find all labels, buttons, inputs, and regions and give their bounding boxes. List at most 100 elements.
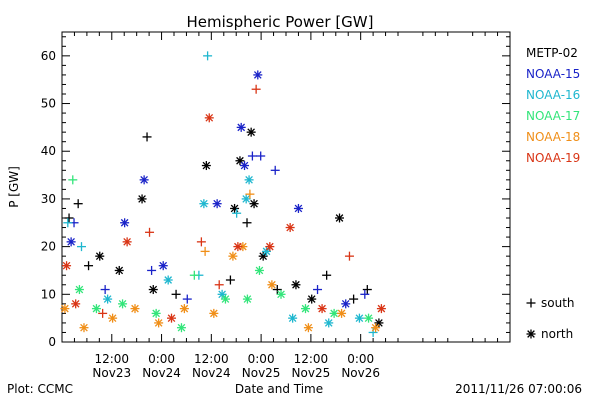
x-tick-time: 0:00 (148, 352, 175, 366)
north-point (199, 199, 209, 209)
y-tick-label: 10 (41, 287, 56, 301)
south-point (196, 237, 206, 247)
north-point (242, 294, 252, 304)
north-point (337, 308, 347, 318)
plot-credit: Plot: CCMC (7, 382, 73, 396)
south-point (64, 213, 74, 223)
south-point (256, 151, 266, 161)
marker-legend-label: north (541, 327, 573, 341)
x-axis-label: Date and Time (235, 382, 323, 396)
x-axis: 12:00Nov230:00Nov2412:00Nov240:00Nov2512… (73, 32, 499, 380)
plot-timestamp: 2011/11/26 07:00:06 (455, 382, 582, 396)
south-point (313, 285, 323, 295)
north-point (62, 261, 72, 271)
y-tick-label: 0 (48, 335, 56, 349)
south-point (242, 218, 252, 228)
north-point (163, 275, 173, 285)
y-tick-label: 50 (41, 97, 56, 111)
north-point (209, 308, 219, 318)
x-tick-time: 12:00 (94, 352, 129, 366)
north-point (204, 113, 214, 123)
north-point (230, 203, 240, 213)
north-point (329, 308, 339, 318)
legend-entry: NOAA-15 (526, 67, 580, 81)
north-point (335, 213, 345, 223)
north-point (95, 251, 105, 261)
north-point (291, 280, 301, 290)
north-point (235, 156, 245, 166)
plot-frame (61, 31, 511, 343)
north-point (74, 285, 84, 295)
north-point (317, 304, 327, 314)
north-point (139, 175, 149, 185)
north-point (267, 280, 277, 290)
north-point (254, 265, 264, 275)
south-point (214, 280, 224, 290)
south-point (349, 294, 359, 304)
north-point (253, 70, 263, 80)
x-tick-date: Nov25 (242, 366, 281, 380)
north-point (341, 299, 351, 309)
north-point (118, 299, 128, 309)
north-point (276, 289, 286, 299)
north-point (285, 223, 295, 233)
north-point (151, 308, 161, 318)
x-tick-time: 0:00 (347, 352, 374, 366)
south-point (322, 270, 332, 280)
north-point (71, 299, 81, 309)
north-point (236, 122, 246, 132)
north-point (201, 161, 211, 171)
south-point (360, 289, 370, 299)
north-point (249, 199, 259, 209)
x-tick-date: Nov24 (192, 366, 231, 380)
legend-entry: NOAA-16 (526, 88, 580, 102)
south-point (362, 285, 372, 295)
marker-legend-label: south (541, 296, 575, 310)
north-point (167, 313, 177, 323)
south-point (84, 261, 94, 271)
x-tick-date: Nov25 (292, 366, 331, 380)
north-point (91, 304, 101, 314)
legend-entry: NOAA-17 (526, 109, 580, 123)
north-point (130, 304, 140, 314)
north-point (228, 251, 238, 261)
y-axis-label: P [GW] (7, 166, 21, 208)
marker-legend-symbol (526, 329, 536, 339)
south-point (76, 242, 86, 252)
north-point (120, 218, 130, 228)
north-point (114, 265, 124, 275)
north-point (376, 304, 386, 314)
south-point (245, 189, 255, 199)
north-point (220, 294, 230, 304)
north-point (246, 127, 256, 137)
south-point (68, 175, 78, 185)
south-point (247, 151, 257, 161)
south-point (272, 285, 282, 295)
chart-title: Hemispheric Power [GW] (187, 13, 374, 31)
south-point (63, 218, 73, 228)
north-point (233, 242, 243, 252)
north-point (158, 261, 168, 271)
south-point (182, 294, 192, 304)
south-point (251, 84, 261, 94)
north-point (241, 194, 251, 204)
north-point (288, 313, 298, 323)
south-point (344, 251, 354, 261)
x-tick-date: Nov24 (142, 366, 181, 380)
south-point (270, 165, 280, 175)
data-points (60, 51, 386, 337)
north-point (374, 318, 384, 328)
north-point (176, 323, 186, 333)
north-point (122, 237, 132, 247)
south-point (200, 246, 210, 256)
north-point (217, 289, 227, 299)
south-point (147, 265, 157, 275)
north-point (154, 318, 164, 328)
y-axis: 0 10 20 30 40 50 60 (41, 36, 510, 349)
north-point (262, 246, 272, 256)
north-point (324, 318, 334, 328)
north-point (212, 199, 222, 209)
south-point (145, 227, 155, 237)
south-point (189, 270, 199, 280)
